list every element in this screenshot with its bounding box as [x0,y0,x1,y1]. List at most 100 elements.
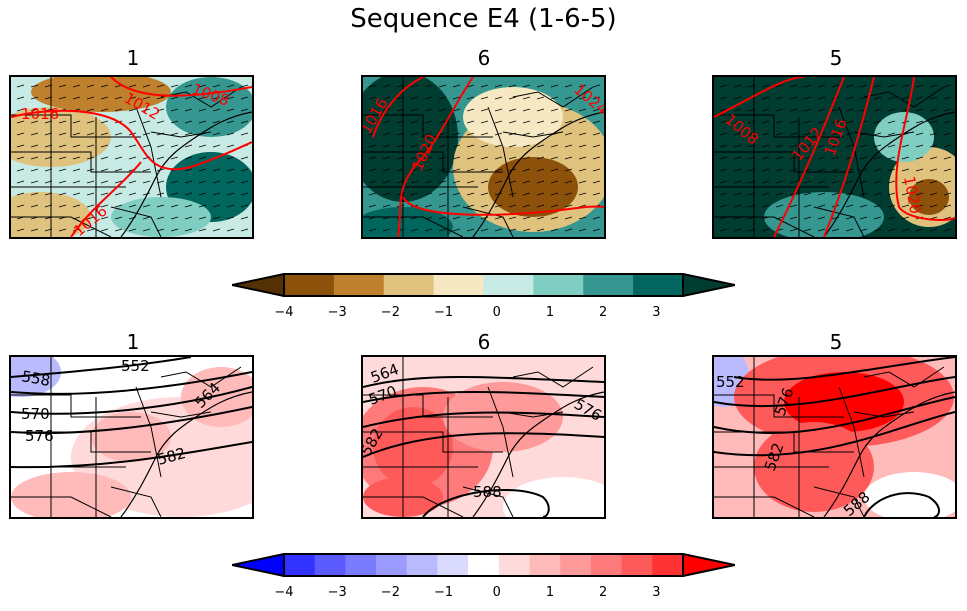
map-panel-bottom-6: 564 570 576 582 588 [361,355,606,519]
wind-arrow [522,156,531,160]
wind-arrow [536,180,545,184]
wind-arrow [466,120,475,124]
wind-arrow [873,168,882,172]
wind-arrow [114,156,123,160]
wind-arrow [16,120,25,124]
wind-arrow [226,120,235,124]
wind-arrow [58,156,67,160]
wind-arrow [226,228,235,232]
wind-arrow [761,228,770,232]
wind-arrow [564,108,573,112]
wind-arrow [410,96,419,100]
state-border [11,216,112,237]
wind-arrow [845,228,854,232]
wind-arrow [803,192,812,196]
wind-arrow [240,132,249,136]
wind-arrow [438,96,447,100]
wind-arrow [170,84,179,88]
wind-arrow [943,132,952,136]
wind-arrow [72,120,81,124]
wind-arrow [845,144,854,148]
wind-arrow [128,216,137,220]
wind-arrow [240,180,249,184]
wind-arrow [887,120,896,124]
wind-arrow [789,84,798,88]
wind-arrow [522,204,531,208]
wind-arrow [100,84,109,88]
wind-arrow [226,204,235,208]
wind-arrow [494,156,503,160]
contour-label: 552 [716,373,745,391]
state-border [135,386,162,478]
wind-arrow [44,168,53,172]
wind-arrow [915,120,924,124]
wind-arrow [943,216,952,220]
wind-arrow [100,192,109,196]
wind-arrow [114,96,123,100]
wind-arrow [522,228,531,232]
wind-arrow [156,96,165,100]
colorbar-bottom-swatch [376,554,408,576]
wind-arrow [901,96,910,100]
wind-arrow [761,108,770,112]
wind-arrow [592,192,601,196]
wind-arrow [480,156,489,160]
wind-arrow [58,96,67,100]
wind-arrow [733,144,742,148]
contour-label: 1016 [21,105,59,123]
wind-arrow [142,96,151,100]
wind-arrow [733,96,742,100]
wind-arrow [114,204,123,208]
colorbar-bottom-extend-max [682,552,736,578]
wind-arrow [16,84,25,88]
wind-arrow [72,84,81,88]
state-borders [11,357,242,517]
wind-arrow [240,84,249,88]
wind-arrow [943,168,952,172]
wind-arrow [198,216,207,220]
wind-arrow [943,192,952,196]
wind-arrow [16,144,25,148]
colorbar-top-tick-label: −4 [274,305,294,320]
wind-arrow [452,120,461,124]
wind-arrow [16,96,25,100]
pressure-contour [397,77,474,237]
wind-arrow [198,108,207,112]
wind-arrow [382,180,391,184]
wind-arrow [733,192,742,196]
wind-arrow [817,120,826,124]
wind-arrow [184,132,193,136]
wind-arrow [212,144,221,148]
wind-arrow [72,156,81,160]
wind-arrow [480,204,489,208]
wind-arrow [72,168,81,172]
wind-arrow [30,156,39,160]
wind-arrow [198,156,207,160]
wind-arrow [424,108,433,112]
wind-arrow [452,108,461,112]
colorbar-bottom-extend-min [231,552,285,578]
wind-arrow [86,192,95,196]
wind-arrow [184,96,193,100]
wind-arrow [831,120,840,124]
wind-arrow [424,84,433,88]
wind-arrow [16,168,25,172]
wind-arrow [550,204,559,208]
wind-arrow [156,192,165,196]
wind-arrow [226,168,235,172]
pressure-contour [714,77,805,118]
pressure-contour [372,77,424,138]
wind-arrow [943,108,952,112]
colorbar-bottom-outline [283,553,684,577]
wind-arrow [578,204,587,208]
wind-arrow [72,204,81,208]
wind-arrow [16,216,25,220]
colorbar-top-tick-label: −1 [434,305,454,320]
wind-arrow [16,156,25,160]
contour-label: 576 [25,427,54,445]
state-border [813,206,865,237]
wind-arrow [494,168,503,172]
wind-arrow [719,216,728,220]
wind-arrow [564,204,573,208]
wind-arrow [114,192,123,196]
